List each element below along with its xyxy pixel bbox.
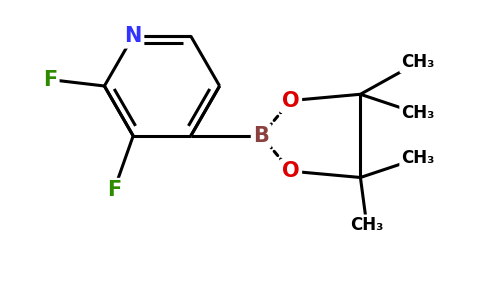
Text: CH₃: CH₃: [401, 149, 435, 167]
Text: CH₃: CH₃: [350, 217, 383, 235]
Text: F: F: [43, 70, 57, 90]
Text: N: N: [124, 26, 142, 46]
Text: F: F: [107, 180, 121, 200]
Text: B: B: [253, 126, 269, 146]
Text: CH₃: CH₃: [401, 104, 435, 122]
Text: CH₃: CH₃: [401, 53, 435, 71]
Text: O: O: [282, 91, 300, 111]
Text: O: O: [282, 161, 300, 181]
